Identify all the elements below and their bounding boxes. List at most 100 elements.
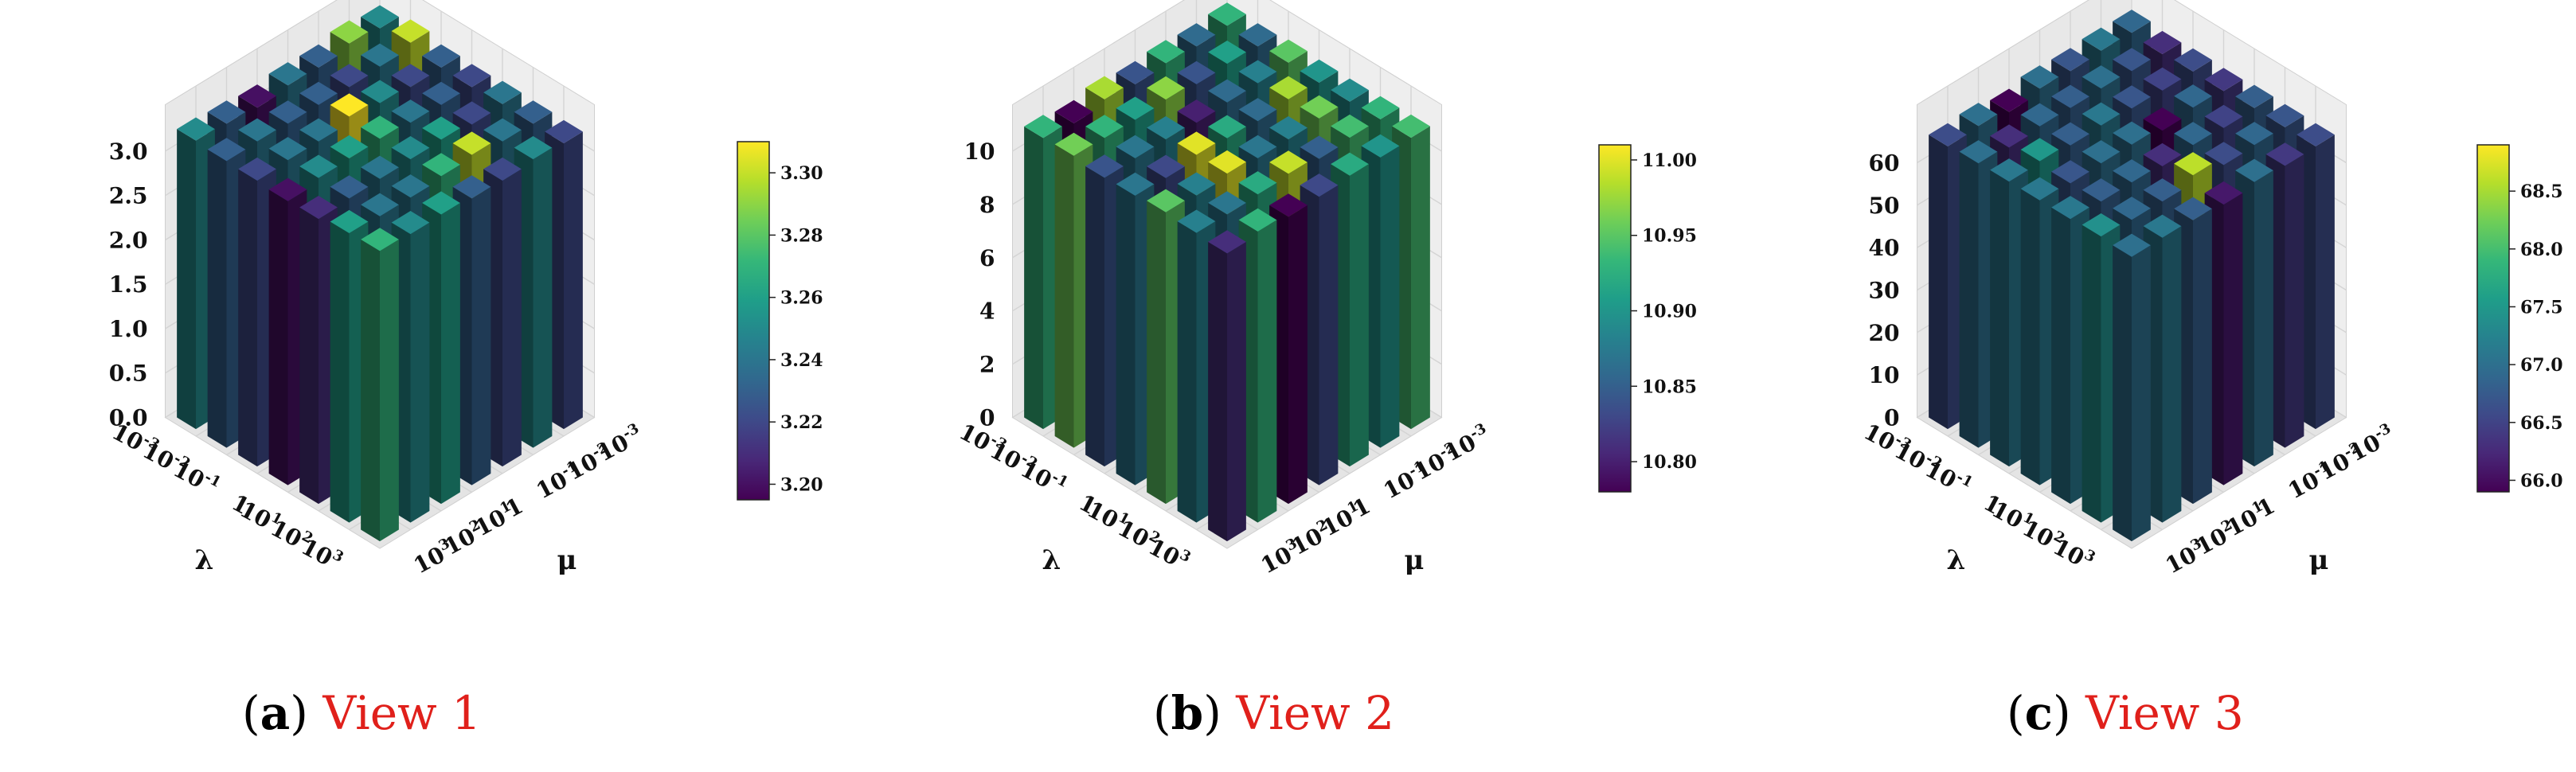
mu-tick-label: 10-3 xyxy=(1440,420,1494,467)
bar-face-top xyxy=(299,195,338,220)
bar-face-left xyxy=(2082,224,2101,523)
bar-face-right xyxy=(380,239,399,542)
z-tick-label: 2.5 xyxy=(109,183,148,209)
colorbar xyxy=(737,141,770,501)
bar-face-top xyxy=(2082,212,2121,237)
bar-face-top xyxy=(1990,158,2028,182)
colorbar-tick-label: 67.0 xyxy=(2520,355,2563,376)
z-tick-label: 6 xyxy=(979,245,995,271)
bar xyxy=(2113,233,2151,542)
bar-face-top xyxy=(1300,95,1339,119)
bar-face-left xyxy=(268,189,288,485)
bar-face-right xyxy=(2132,245,2151,542)
mu-axis-label: μ xyxy=(557,544,577,576)
bar-face-top xyxy=(361,80,399,103)
bar-face-top xyxy=(330,175,369,199)
colorbar-tick-label: 66.5 xyxy=(2520,413,2563,434)
bar-face-top xyxy=(2051,160,2089,184)
colorbar-tick-label: 3.20 xyxy=(780,474,823,495)
bar-face-top xyxy=(299,118,338,142)
bar-face-top xyxy=(2082,102,2121,126)
bar-face-right xyxy=(2162,226,2182,523)
bar-face-top xyxy=(1269,39,1308,63)
bar-face-top xyxy=(238,84,276,108)
z-tick-label: 0.5 xyxy=(109,361,148,387)
z-tick-label: 20 xyxy=(1869,320,1900,346)
caption-a: (a) View 1 xyxy=(242,686,482,740)
bar-face-top xyxy=(1300,59,1339,83)
bar-face-top xyxy=(1990,124,2028,148)
bar-face-right xyxy=(2193,209,2212,505)
bar-face-right xyxy=(1350,164,1369,467)
z-tick-label: 8 xyxy=(979,192,995,218)
bar-face-top xyxy=(1238,171,1277,195)
bar-face-top xyxy=(2143,30,2182,54)
bar-face-left xyxy=(2113,245,2132,542)
bar-face-right xyxy=(441,202,460,505)
bar-face-top xyxy=(2020,177,2059,201)
bar-face-top xyxy=(1147,40,1185,64)
bar-face-left xyxy=(1990,170,2009,467)
bar-face-top xyxy=(391,99,430,123)
bar-face-top xyxy=(361,193,399,216)
bar-face-top xyxy=(1085,76,1124,99)
bar-face-top xyxy=(2204,104,2243,128)
bar-face-top xyxy=(1238,135,1277,158)
bar-face-top xyxy=(268,62,307,86)
bar-face-top xyxy=(391,136,430,160)
z-tick-label: 3.0 xyxy=(109,138,148,165)
mu-tick-label: 10-3 xyxy=(2344,420,2398,467)
panel-a: 0.00.51.01.52.02.53.010-310-210-11101102… xyxy=(107,0,823,579)
bar-face-top xyxy=(1269,150,1308,174)
bar-face-top xyxy=(2020,103,2059,127)
bar-face-top xyxy=(1147,189,1185,212)
bar-face-top xyxy=(1054,99,1093,123)
bar-face-top xyxy=(1208,79,1246,103)
bar-face-top xyxy=(268,100,307,124)
bar-face-top xyxy=(1269,193,1308,217)
z-tick-label: 1.0 xyxy=(109,316,148,342)
bar-face-left xyxy=(1054,144,1074,448)
bar-face-top xyxy=(2174,122,2212,146)
bar-face-top xyxy=(2143,214,2182,238)
lambda-axis-label: λ xyxy=(1947,544,1966,576)
bar-face-top xyxy=(2174,48,2212,72)
bar-face-top xyxy=(514,136,553,160)
bar-face-top xyxy=(330,20,369,44)
caption-c: (c) View 3 xyxy=(2007,686,2244,740)
bar-face-top xyxy=(2082,178,2121,202)
bar-face-top xyxy=(1177,99,1216,123)
bar-face-top xyxy=(1177,23,1216,47)
bar-face-top xyxy=(2174,84,2212,108)
bar-face-top xyxy=(2174,197,2212,220)
bar-face-top xyxy=(1208,150,1246,174)
bar-face-top xyxy=(361,155,399,179)
bar-face-top xyxy=(1929,123,1967,146)
colorbar-tick-label: 10.90 xyxy=(1642,302,1697,322)
bar-face-top xyxy=(2113,121,2151,145)
bar-face-top xyxy=(422,191,460,215)
lambda-axis-label: λ xyxy=(195,544,214,576)
bar-face-top xyxy=(1208,230,1246,254)
bar-face-top xyxy=(452,175,491,199)
bar-face-top xyxy=(1024,115,1062,138)
bar-face-right xyxy=(2223,193,2243,485)
bar-face-top xyxy=(2235,122,2273,146)
z-tick-label: 40 xyxy=(1869,235,1900,261)
colorbar-tick-label: 67.5 xyxy=(2520,297,2563,318)
bar-face-top xyxy=(1085,154,1124,178)
bar-face-top xyxy=(1147,76,1185,100)
bar-face-right xyxy=(2285,154,2304,448)
bar-face-left xyxy=(207,149,227,448)
bar-face-top xyxy=(361,5,399,29)
colorbar-tick-label: 3.28 xyxy=(780,225,823,246)
bar-face-top xyxy=(1361,134,1400,158)
bar-face-top xyxy=(1238,60,1277,84)
bar-face-left xyxy=(1085,166,1104,467)
colorbar-tick-label: 3.24 xyxy=(780,350,823,371)
bar-face-right xyxy=(1411,126,1430,430)
bar-face-top xyxy=(483,118,522,142)
bar-face-top xyxy=(391,64,430,88)
